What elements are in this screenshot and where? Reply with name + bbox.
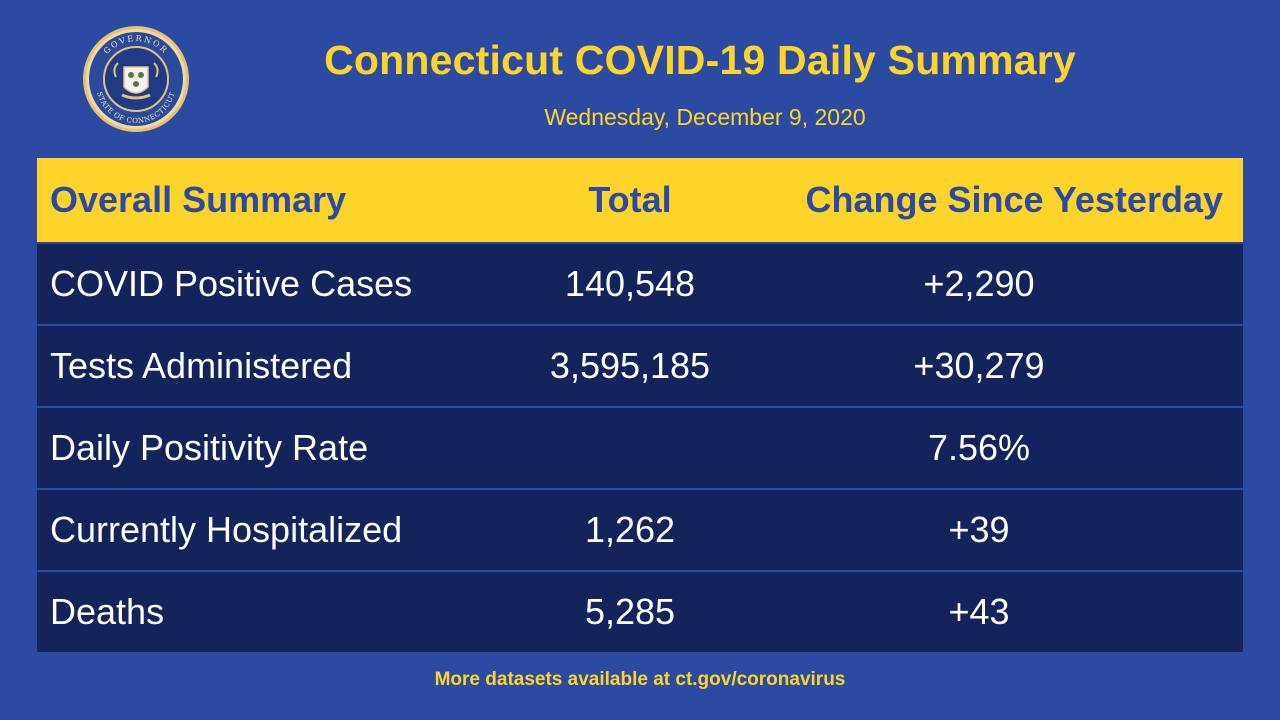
table-row: Tests Administered 3,595,185 +30,279 bbox=[37, 324, 1243, 406]
table-row: COVID Positive Cases 140,548 +2,290 bbox=[37, 242, 1243, 324]
row-change: +43 bbox=[948, 591, 1010, 632]
row-label: Tests Administered bbox=[50, 345, 353, 386]
row-total: 3,595,185 bbox=[549, 345, 711, 386]
row-change: +39 bbox=[948, 509, 1010, 550]
row-label: COVID Positive Cases bbox=[50, 263, 413, 304]
summary-table: Overall Summary Total Change Since Yeste… bbox=[37, 158, 1243, 652]
column-header-total: Total bbox=[588, 179, 672, 220]
table-row: Currently Hospitalized 1,262 +39 bbox=[37, 488, 1243, 570]
page-title: Connecticut COVID-19 Daily Summary bbox=[324, 37, 1076, 83]
table-row: Deaths 5,285 +43 bbox=[37, 570, 1243, 652]
column-header-summary: Overall Summary bbox=[50, 179, 347, 220]
row-total: 5,285 bbox=[584, 591, 676, 632]
table-row: Daily Positivity Rate 7.56% bbox=[37, 406, 1243, 488]
row-label: Daily Positivity Rate bbox=[50, 427, 369, 468]
row-change: 7.56% bbox=[927, 427, 1031, 468]
row-change: +30,279 bbox=[913, 345, 1045, 386]
row-change: +2,290 bbox=[923, 263, 1035, 304]
row-total: 140,548 bbox=[564, 263, 696, 304]
governor-seal-logo: GOVERNOR STATE OF CONNECTICUT bbox=[82, 25, 190, 133]
row-label: Currently Hospitalized bbox=[50, 509, 403, 550]
column-header-change: Change Since Yesterday bbox=[805, 179, 1223, 220]
row-total: 1,262 bbox=[584, 509, 676, 550]
footer-datasets-note: More datasets available at ct.gov/corona… bbox=[434, 669, 846, 690]
row-label: Deaths bbox=[50, 591, 165, 632]
report-date: Wednesday, December 9, 2020 bbox=[544, 104, 866, 130]
table-header-row: Overall Summary Total Change Since Yeste… bbox=[37, 158, 1243, 242]
